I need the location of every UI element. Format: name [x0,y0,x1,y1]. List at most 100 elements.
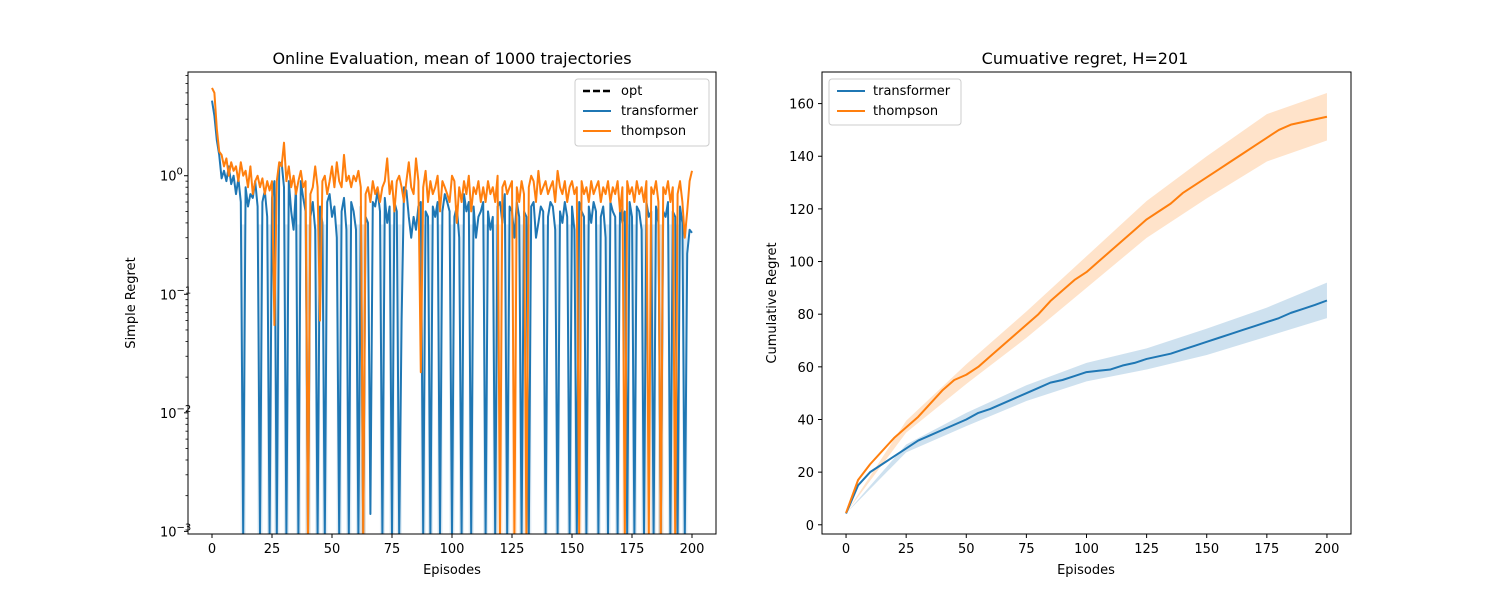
x-tick-label: 175 [620,542,645,557]
transformer-band [355,224,361,534]
thompson-band [622,224,628,534]
y-tick-label: 100 [160,167,183,185]
x-tick-label: 25 [898,542,915,557]
thompson-band [523,224,529,534]
transformer-band [492,224,498,534]
right-legend: transformer thompson [828,78,962,126]
simple-regret-plot: Online Evaluation, mean of 1000 trajecto… [124,49,717,578]
y-tick-label: 140 [789,150,814,165]
transformer-band [583,224,589,534]
x-tick-label: 175 [1254,542,1279,557]
transformer-band [283,224,289,534]
transformer-band [682,224,688,534]
transformer-band [519,224,525,534]
legend-opt-label: opt [621,84,642,99]
transformer-band [274,224,280,534]
right-x-ticks: 0 25 50 75 100 125 150 175 200 [842,534,1339,557]
x-tick-label: 125 [500,542,525,557]
y-tick-label: 20 [797,466,814,481]
transformer-band [504,224,510,534]
x-tick-label: 50 [324,542,341,557]
y-tick-label: 40 [797,413,814,428]
left-y-axis-label: Simple Regret [124,257,139,348]
transformer-line [845,299,1328,514]
transformer-band [595,224,601,534]
thompson-band [511,224,517,534]
transformer-band [396,224,402,534]
left-x-ticks: 0 25 50 75 100 125 150 175 200 [208,534,704,557]
x-tick-label: 150 [560,542,585,557]
x-tick-label: 100 [440,542,465,557]
transformer-band [675,224,681,534]
right-y-ticks: 0 20 40 60 80 100 120 140 160 [789,98,822,534]
transformer-band [315,224,321,534]
left-plot-bands [240,224,688,534]
cumulative-regret-plot: Cumuative regret, H=201 0 25 50 75 100 125 150… [765,49,1352,578]
thompson-band [360,224,366,534]
thompson-band [658,224,664,534]
legend-transformer-label: transformer [621,104,699,119]
transformer-line [211,100,693,534]
y-tick-label: 0 [806,519,814,534]
transformer-band [346,224,352,534]
transformer-band [667,224,673,534]
y-tick-label: 120 [789,203,814,218]
thompson-band [672,224,678,534]
thompson-band [497,224,503,534]
transformer-band [615,224,621,534]
x-tick-label: 75 [1018,542,1035,557]
x-tick-label: 125 [1134,542,1159,557]
transformer-band [543,224,549,534]
transformer-band [574,224,580,534]
x-tick-label: 75 [384,542,401,557]
right-plot-lines [845,115,1328,514]
y-tick-label: 80 [797,308,814,323]
transformer-band [526,224,532,534]
transformer-band [605,224,611,534]
left-legend: opt transformer thompson [574,78,710,147]
right-plot-bands [846,93,1327,514]
left-y-ticks: 10−3 10−2 10−1 100 [160,75,191,540]
left-legend-box [574,78,710,147]
transformer-band [651,224,657,534]
transformer-band [389,224,395,534]
transformer-band [483,224,489,534]
x-tick-label: 0 [842,542,850,557]
legend-transformer-label: transformer [873,84,951,99]
y-tick-label: 10−2 [160,404,191,422]
transformer-band [427,224,433,534]
transformer-band [641,224,647,534]
transformer-band [336,224,342,534]
y-tick-label: 100 [789,256,814,271]
transformer-band [468,224,474,534]
transformer-band [459,224,465,534]
y-tick-label: 160 [789,98,814,113]
transformer-band [658,224,664,534]
transformer-band [240,224,246,534]
x-tick-label: 0 [208,542,216,557]
thompson-band [846,93,1327,513]
transformer-band [437,224,443,534]
thompson-line [211,87,693,534]
transformer-band [295,224,301,534]
legend-thompson-label: thompson [873,104,938,119]
left-plot-lines [211,87,693,534]
transformer-band [567,224,573,534]
transformer-band [379,224,385,534]
transformer-band [555,224,561,534]
legend-thompson-label: thompson [621,124,686,139]
thompson-line [845,115,1328,514]
transformer-band [624,224,630,534]
x-tick-label: 50 [958,542,975,557]
x-tick-label: 150 [1194,542,1219,557]
y-tick-label: 10−1 [160,285,191,303]
transformer-band [360,224,366,534]
right-x-axis-label: Episodes [1057,563,1115,578]
transformer-band [846,282,1327,514]
transformer-band [267,224,273,534]
right-y-axis-label: Cumulative Regret [765,242,780,363]
transformer-band [305,224,311,534]
thompson-band [305,224,311,534]
thompson-band [646,224,652,534]
